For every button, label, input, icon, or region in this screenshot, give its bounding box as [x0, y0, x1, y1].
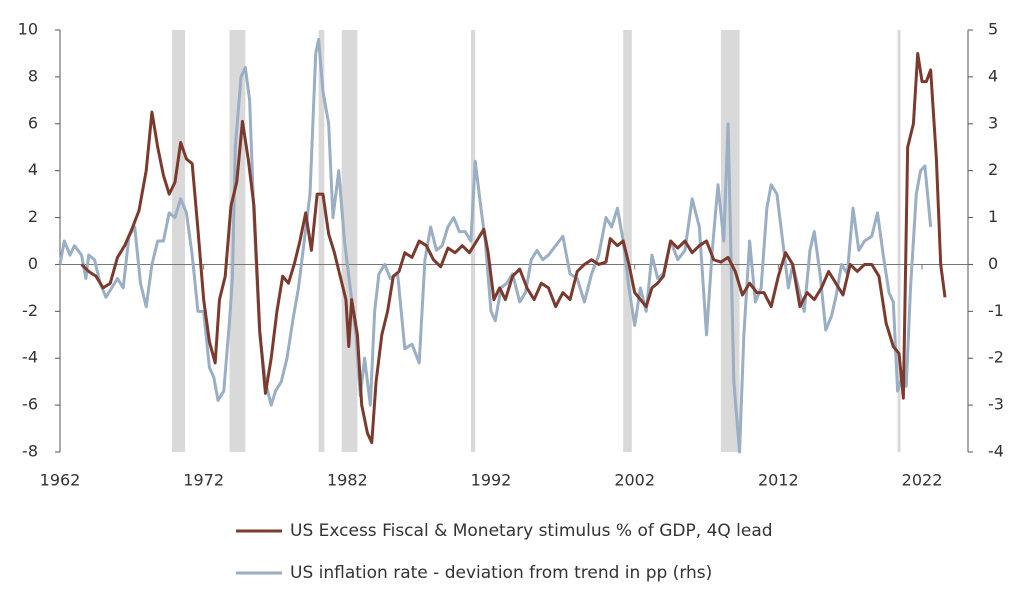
x-tick-label: 1992	[471, 471, 512, 490]
y2-tick-label: 5	[988, 20, 998, 39]
y2-tick-label: -4	[988, 442, 1004, 461]
y2-tick-label: 0	[988, 254, 998, 273]
y2-tick-label: 4	[988, 66, 998, 85]
y2-tick-label: -2	[988, 348, 1004, 367]
recession-band	[470, 30, 476, 452]
y-tick-label: 10	[18, 20, 38, 39]
y-tick-label: -8	[22, 442, 38, 461]
y-tick-label: -4	[22, 348, 38, 367]
x-tick-label: 2022	[902, 471, 943, 490]
recession-band	[318, 30, 325, 452]
y2-tick-label: -1	[988, 301, 1004, 320]
series-line	[58, 37, 933, 454]
x-tick-label: 1962	[40, 471, 81, 490]
recession-band	[341, 30, 358, 452]
y-tick-label: 6	[28, 113, 38, 132]
y-tick-label: -2	[22, 301, 38, 320]
y-tick-label: -6	[22, 395, 38, 414]
legend-label: US inflation rate - deviation from trend…	[290, 563, 712, 583]
y2-tick-label: -3	[988, 395, 1004, 414]
y2-tick-label: 1	[988, 207, 998, 226]
y-tick-label: 8	[28, 66, 38, 85]
y2-tick-label: 2	[988, 160, 998, 179]
y-tick-label: 0	[28, 254, 38, 273]
y-tick-label: 4	[28, 160, 38, 179]
x-tick-label: 2012	[758, 471, 799, 490]
x-tick-label: 1972	[183, 471, 224, 490]
legend: US Excess Fiscal & Monetary stimulus % o…	[236, 521, 773, 583]
y-tick-label: 2	[28, 207, 38, 226]
recession-band	[172, 30, 185, 452]
series-line	[80, 51, 947, 445]
legend-label: US Excess Fiscal & Monetary stimulus % o…	[290, 521, 773, 541]
recession-band	[897, 30, 901, 452]
y2-tick-label: 3	[988, 113, 998, 132]
x-tick-label: 1982	[327, 471, 368, 490]
recession-band	[623, 30, 632, 452]
x-tick-label: 2002	[614, 471, 655, 490]
